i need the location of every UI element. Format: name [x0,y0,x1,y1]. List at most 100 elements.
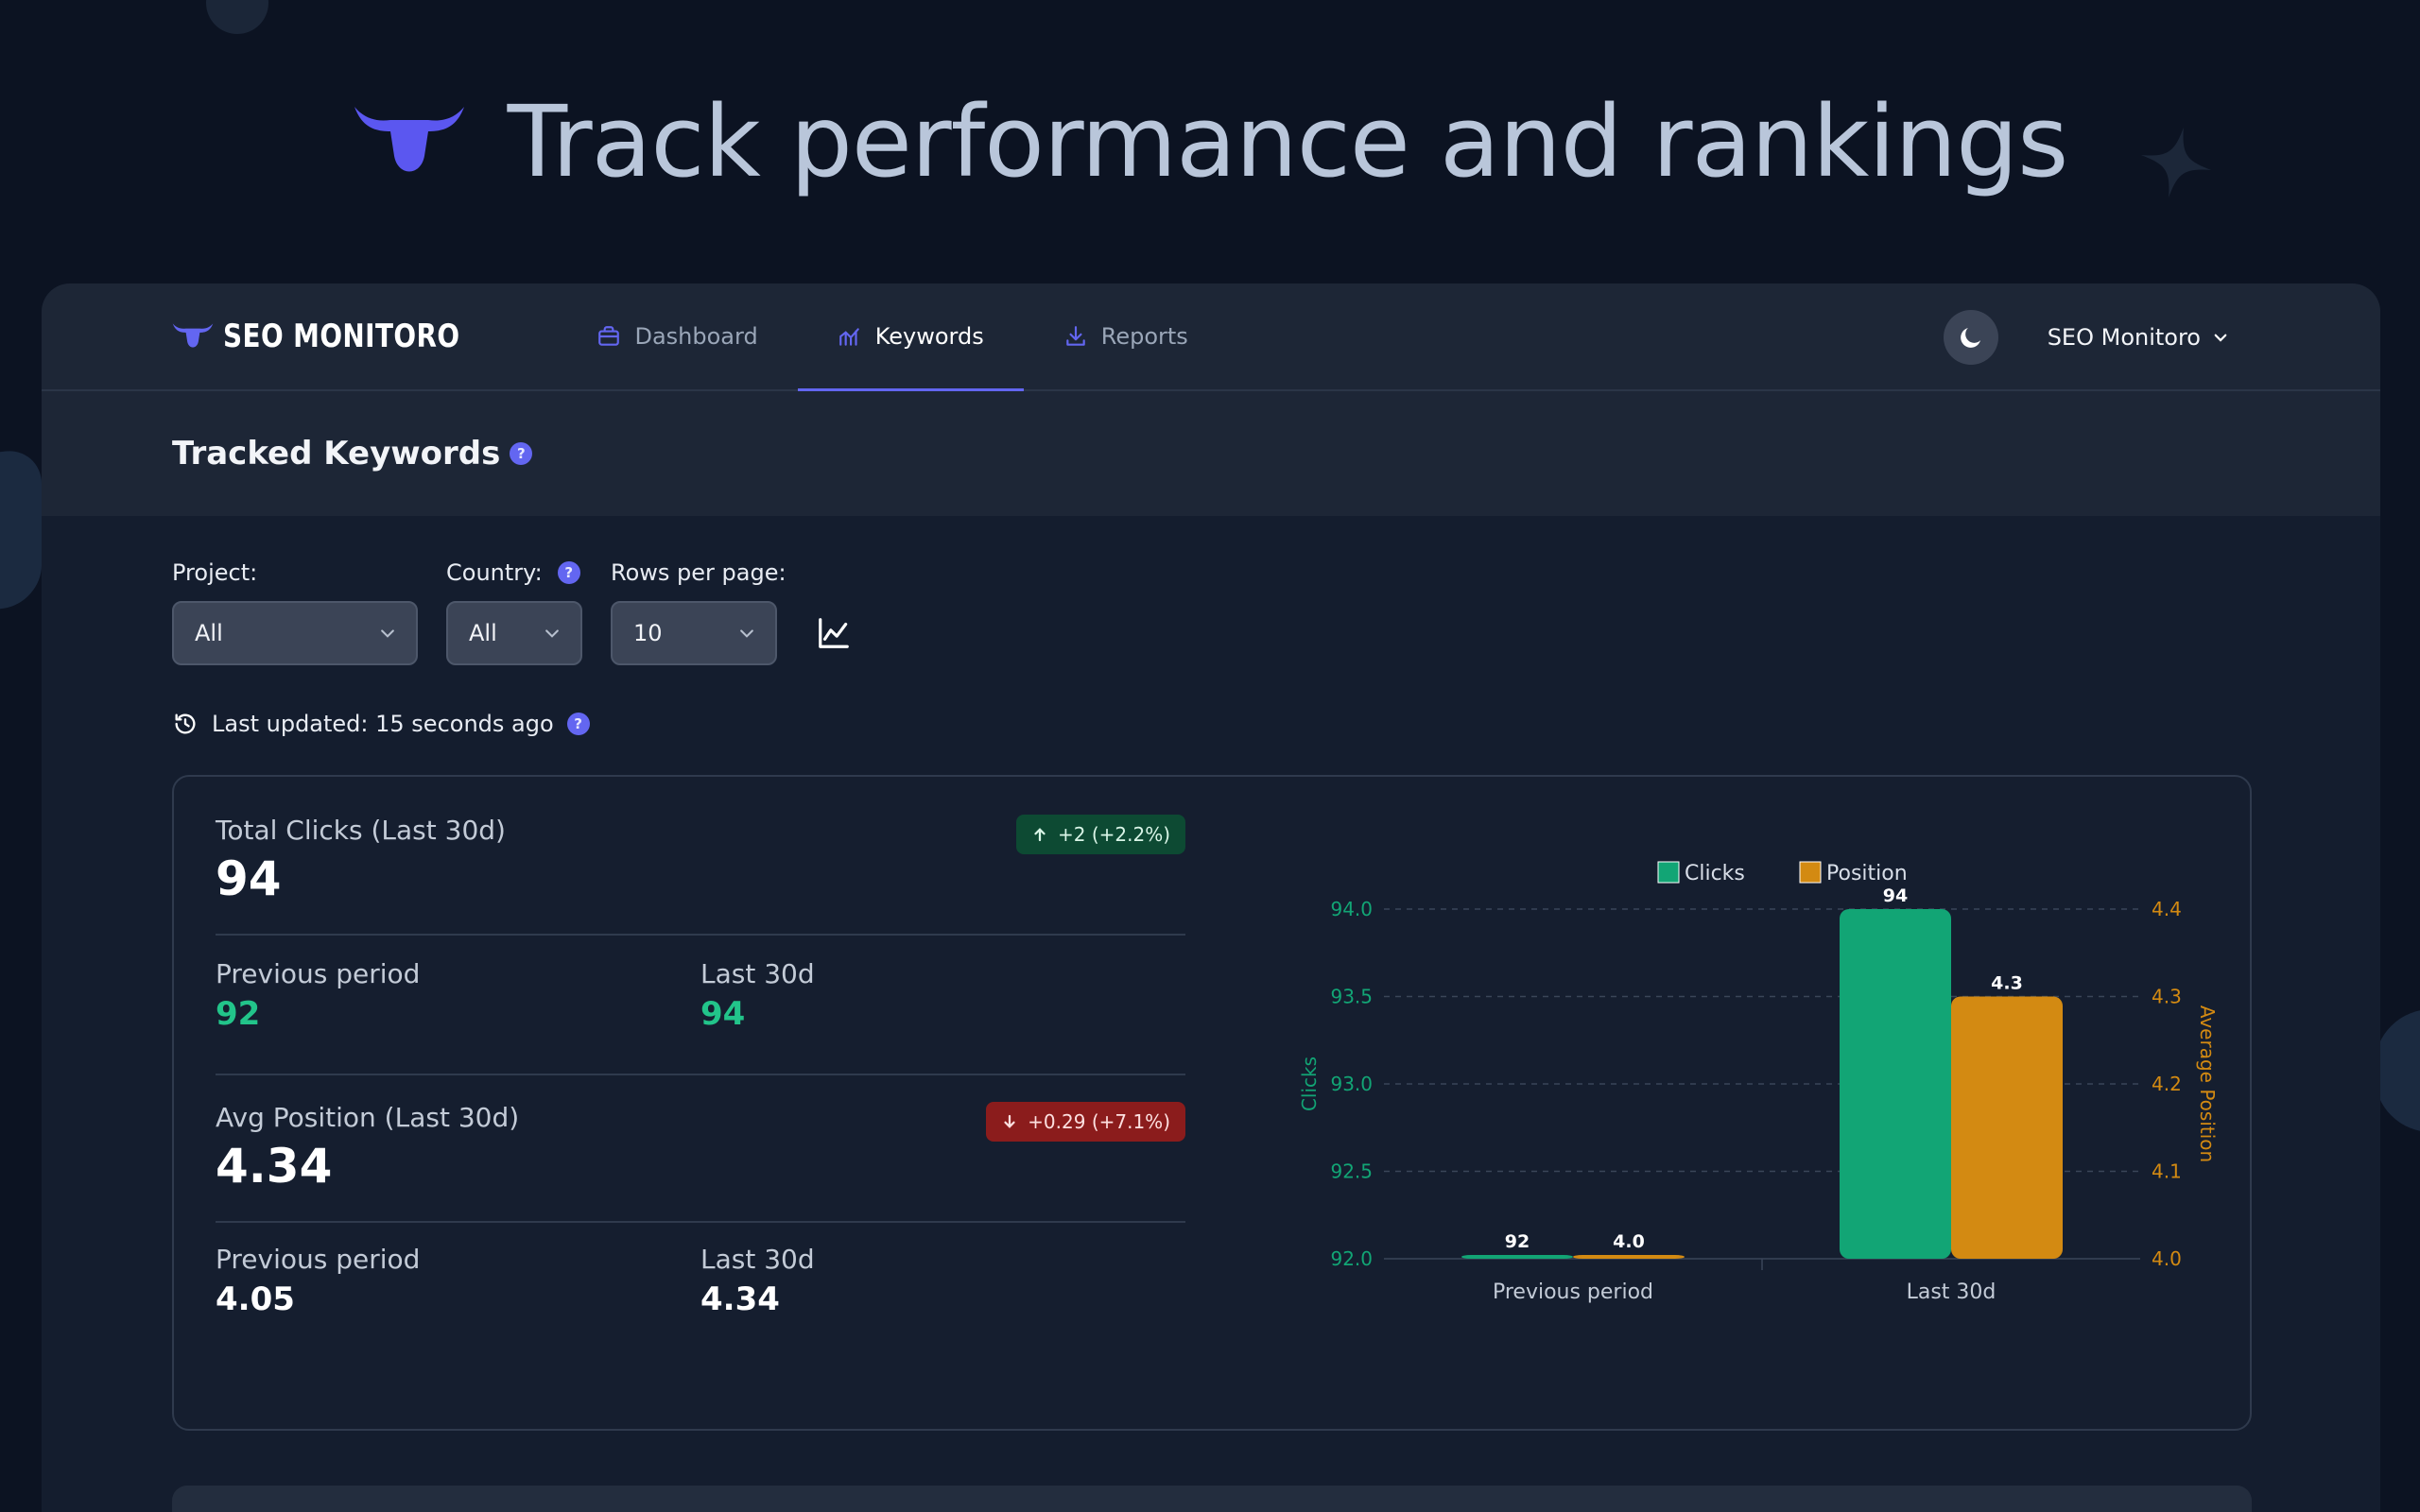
clicks-last-value: 94 [700,995,746,1033]
position-prev-value: 4.05 [216,1280,295,1318]
help-icon[interactable]: ? [566,713,590,735]
rows-filter: Rows per page: 10 [611,558,786,665]
clicks-breakdown: Previous period 92 Last 30d 94 [216,958,1185,1033]
chart-line-icon [838,328,859,346]
hero-title: Track performance and rankings [507,84,2069,199]
clicks-prev: Previous period 92 [216,958,700,1033]
briefcase-icon [598,326,620,346]
account-menu[interactable]: SEO Monitoro [2048,324,2229,351]
y-right-tick-label: 4.2 [2152,1073,2182,1095]
clicks-last: Last 30d 94 [700,958,1185,1033]
chevron-down-icon [740,629,753,638]
chart-toggle-button[interactable] [811,601,856,665]
project-value: All [195,620,223,646]
y-right-axis-title: Average Position [2196,1005,2219,1162]
position-last-label: Last 30d [700,1244,815,1275]
brand-name: SEO MONITORO [223,318,460,355]
legend-swatch [1657,861,1680,884]
divider [216,934,1185,936]
rows-label: Rows per page: [611,559,786,586]
download-icon [1065,326,1085,346]
x-tick-label: Previous period [1493,1280,1653,1304]
arrow-down-icon [1004,1114,1015,1128]
last-updated-text: Last updated: 15 seconds ago [212,711,554,737]
nav-reports-label: Reports [1100,323,1188,350]
nav-keywords[interactable]: Keywords [797,284,1024,391]
moon-icon [1960,328,1980,348]
theme-toggle-button[interactable] [1943,310,1998,365]
decorative-star-icon [2140,127,2212,198]
project-select[interactable]: All [172,601,418,665]
position-change-text: +0.29 (+7.1%) [1028,1110,1170,1133]
legend-swatch [1799,861,1822,884]
position-summary: Avg Position (Last 30d) 4.34 +0.29 (+7.1… [216,1102,1185,1194]
bar-clicks [1461,1255,1573,1259]
clicks-prev-label: Previous period [216,958,421,989]
bar-position [1573,1255,1685,1259]
y-left-tick-label: 92.5 [1330,1160,1373,1183]
decorative-circle [206,0,268,34]
clicks-prev-value: 92 [216,995,261,1033]
legend-label: Position [1826,862,1908,885]
stats-card: Total Clicks (Last 30d) 94 +2 (+2.2%) Pr… [172,775,2252,1431]
country-label: Country: [446,559,543,586]
help-icon[interactable]: ? [557,561,580,584]
rows-select[interactable]: 10 [611,601,777,665]
position-title: Avg Position (Last 30d) [216,1102,520,1133]
clicks-value: 94 [216,851,282,906]
hero: Track performance and rankings [0,84,2420,199]
nav-dashboard-label: Dashboard [634,323,758,350]
last-updated: Last updated: 15 seconds ago ? [172,711,590,737]
chevron-down-icon [381,629,394,638]
decorative-shape [2375,1009,2420,1132]
bar-clicks [1840,909,1951,1259]
app-window: SEO MONITORO Dashboard Keywords R [42,284,2380,1512]
clicks-change-badge: +2 (+2.2%) [1015,815,1185,854]
top-navbar: SEO MONITORO Dashboard Keywords R [42,284,2380,391]
country-select[interactable]: All [446,601,582,665]
account-label: SEO Monitoro [2047,324,2201,351]
clicks-position-chart: 92.0 92.5 93.0 93.5 94.0 4.0 4.1 4.2 4.3 4.4 Click… [1298,861,2219,1304]
nav-keywords-label: Keywords [874,323,984,350]
help-icon[interactable]: ? [510,442,533,465]
bar-data-label: 92 [1505,1231,1530,1252]
y-left-tick-label: 94.0 [1330,898,1373,920]
country-value: All [469,620,497,646]
nav-reports[interactable]: Reports [1024,284,1228,389]
clicks-last-label: Last 30d [700,958,815,989]
history-icon [175,713,196,734]
y-left-axis-title: Clicks [1298,1057,1321,1111]
bull-logo-icon [354,107,464,172]
nav-dashboard[interactable]: Dashboard [557,284,797,389]
chevron-down-icon [2214,334,2227,342]
position-prev-label: Previous period [216,1244,421,1275]
topbar-actions: SEO Monitoro [1943,284,2229,391]
main-nav: Dashboard Keywords Reports [557,284,1228,391]
y-right-tick-label: 4.1 [2152,1160,2182,1183]
y-left-tick-label: 93.5 [1330,986,1373,1008]
x-tick-label: Last 30d [1907,1280,1996,1304]
country-filter: Country: ? All [446,558,582,665]
bar-data-label: 4.3 [1991,973,2023,994]
position-last: Last 30d 4.34 [700,1244,1185,1318]
page-header: Tracked Keywords ? [42,391,2380,516]
position-value: 4.34 [216,1139,333,1194]
position-last-value: 4.34 [700,1280,780,1318]
bar-data-label: 94 [1883,885,1908,906]
rows-value: 10 [633,620,663,646]
bull-logo-icon [172,323,214,348]
country-label-row: Country: ? [446,558,582,588]
y-right-tick-label: 4.0 [2152,1247,2182,1270]
clicks-change-text: +2 (+2.2%) [1057,823,1170,846]
chevron-down-icon [545,629,559,638]
position-change-badge: +0.29 (+7.1%) [986,1102,1185,1142]
arrow-up-icon [1034,828,1046,842]
brand[interactable]: SEO MONITORO [172,284,511,389]
page-title: Tracked Keywords [172,435,501,472]
bar-data-label: 4.0 [1613,1231,1645,1252]
project-label: Project: [172,559,258,586]
clicks-summary: Total Clicks (Last 30d) 94 +2 (+2.2%) [216,815,1185,906]
y-left-tick-label: 93.0 [1330,1073,1373,1095]
bar-position [1951,996,2063,1259]
y-left-tick-label: 92.0 [1330,1247,1373,1270]
